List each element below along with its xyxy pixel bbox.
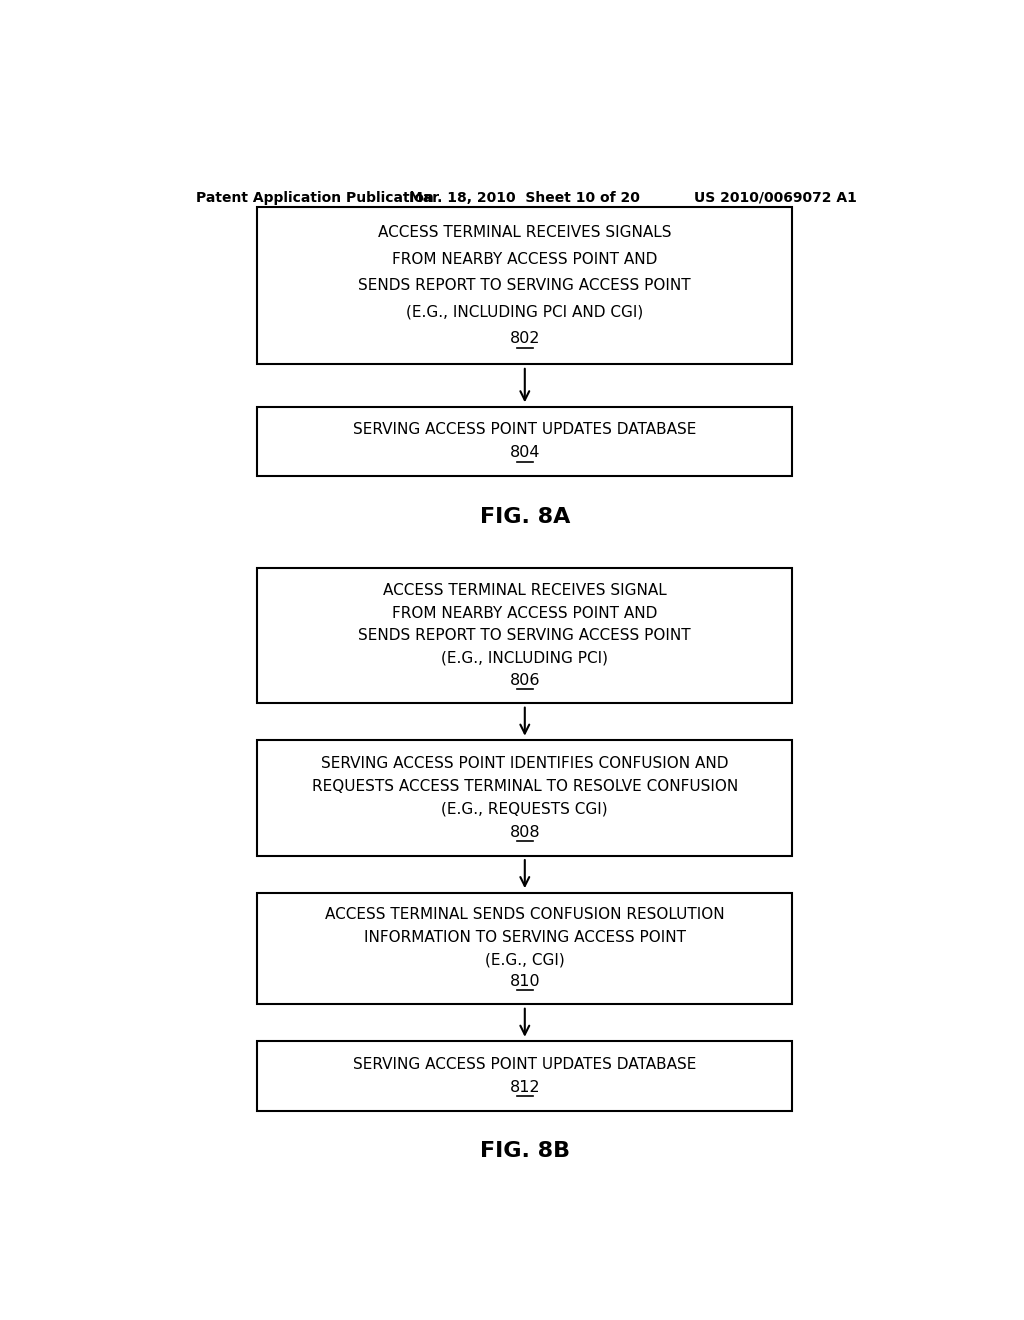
Text: (E.G., INCLUDING PCI): (E.G., INCLUDING PCI) xyxy=(441,651,608,665)
Text: Mar. 18, 2010  Sheet 10 of 20: Mar. 18, 2010 Sheet 10 of 20 xyxy=(410,191,640,205)
Text: (E.G., INCLUDING PCI AND CGI): (E.G., INCLUDING PCI AND CGI) xyxy=(407,304,643,319)
Text: ACCESS TERMINAL RECEIVES SIGNAL: ACCESS TERMINAL RECEIVES SIGNAL xyxy=(383,583,667,598)
Text: 812: 812 xyxy=(510,1080,540,1094)
FancyBboxPatch shape xyxy=(257,741,793,855)
Text: SERVING ACCESS POINT IDENTIFIES CONFUSION AND: SERVING ACCESS POINT IDENTIFIES CONFUSIO… xyxy=(322,756,728,771)
Text: Patent Application Publication: Patent Application Publication xyxy=(197,191,434,205)
Text: FROM NEARBY ACCESS POINT AND: FROM NEARBY ACCESS POINT AND xyxy=(392,606,657,620)
Text: REQUESTS ACCESS TERMINAL TO RESOLVE CONFUSION: REQUESTS ACCESS TERMINAL TO RESOLVE CONF… xyxy=(311,779,738,793)
FancyBboxPatch shape xyxy=(257,569,793,704)
FancyBboxPatch shape xyxy=(257,1041,793,1110)
Text: ACCESS TERMINAL SENDS CONFUSION RESOLUTION: ACCESS TERMINAL SENDS CONFUSION RESOLUTI… xyxy=(325,907,725,923)
Text: SENDS REPORT TO SERVING ACCESS POINT: SENDS REPORT TO SERVING ACCESS POINT xyxy=(358,279,691,293)
Text: SENDS REPORT TO SERVING ACCESS POINT: SENDS REPORT TO SERVING ACCESS POINT xyxy=(358,628,691,643)
FancyBboxPatch shape xyxy=(257,206,793,364)
Text: (E.G., CGI): (E.G., CGI) xyxy=(485,952,564,968)
Text: SERVING ACCESS POINT UPDATES DATABASE: SERVING ACCESS POINT UPDATES DATABASE xyxy=(353,1057,696,1072)
Text: US 2010/0069072 A1: US 2010/0069072 A1 xyxy=(693,191,856,205)
Text: SERVING ACCESS POINT UPDATES DATABASE: SERVING ACCESS POINT UPDATES DATABASE xyxy=(353,422,696,437)
Text: ACCESS TERMINAL RECEIVES SIGNALS: ACCESS TERMINAL RECEIVES SIGNALS xyxy=(378,226,672,240)
Text: (E.G., REQUESTS CGI): (E.G., REQUESTS CGI) xyxy=(441,803,608,817)
Text: 810: 810 xyxy=(510,974,540,990)
FancyBboxPatch shape xyxy=(257,892,793,1005)
Text: 806: 806 xyxy=(510,673,540,688)
Text: FROM NEARBY ACCESS POINT AND: FROM NEARBY ACCESS POINT AND xyxy=(392,252,657,267)
Text: 808: 808 xyxy=(510,825,540,840)
Text: INFORMATION TO SERVING ACCESS POINT: INFORMATION TO SERVING ACCESS POINT xyxy=(364,929,686,945)
FancyBboxPatch shape xyxy=(257,407,793,477)
Text: 804: 804 xyxy=(510,445,540,461)
Text: 802: 802 xyxy=(510,330,540,346)
Text: FIG. 8B: FIG. 8B xyxy=(479,1142,570,1162)
Text: FIG. 8A: FIG. 8A xyxy=(479,507,570,527)
